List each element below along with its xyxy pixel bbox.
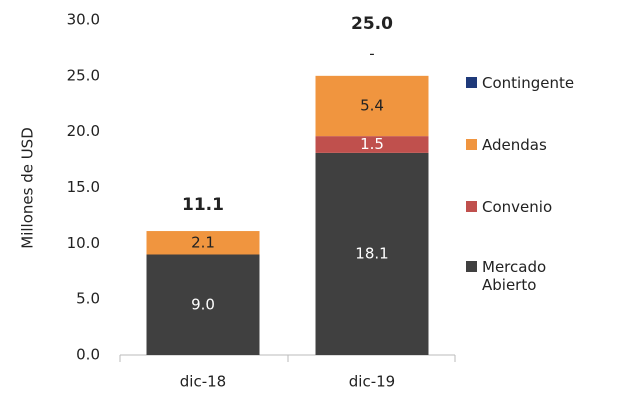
legend-swatch [466, 201, 477, 212]
data-label: 5.4 [360, 96, 384, 114]
data-label: - [369, 44, 374, 62]
legend-item: Contingente [466, 74, 582, 92]
y-tick-label: 5.0 [76, 290, 100, 308]
total-label: 11.1 [182, 195, 224, 215]
y-tick-label: 20.0 [67, 122, 100, 140]
legend-label: Adendas [482, 136, 547, 154]
y-tick-label: 25.0 [67, 66, 100, 84]
legend-item: Convenio [466, 198, 582, 216]
data-label: 2.1 [191, 233, 215, 251]
legend-swatch [466, 261, 477, 272]
bar-segment [315, 136, 429, 153]
y-tick-label: 0.0 [76, 346, 100, 364]
y-tick-label: 10.0 [67, 234, 100, 252]
data-label: 18.1 [355, 244, 388, 262]
legend-label: Mercado Abierto [482, 258, 547, 294]
data-label: 1.5 [360, 135, 384, 153]
bar-segment [315, 75, 429, 137]
bar-segment [146, 254, 260, 355]
legend-swatch [466, 139, 477, 150]
legend-label: Contingente [482, 74, 575, 92]
total-label: 25.0 [351, 14, 393, 34]
legend-label: Convenio [482, 198, 553, 216]
y-axis-label: Millones de USD [19, 127, 37, 249]
y-tick-label: 30.0 [67, 11, 100, 29]
bar-segment [315, 152, 429, 355]
y-tick-label: 15.0 [67, 178, 100, 196]
legend-item: Adendas [466, 136, 582, 154]
x-tick-label: dic-18 [180, 373, 226, 391]
legend-item: Mercado Abierto [466, 258, 582, 294]
bar-segment [146, 231, 260, 255]
legend-swatch [466, 77, 477, 88]
x-tick-label: dic-19 [349, 373, 395, 391]
data-label: 9.0 [191, 295, 215, 313]
